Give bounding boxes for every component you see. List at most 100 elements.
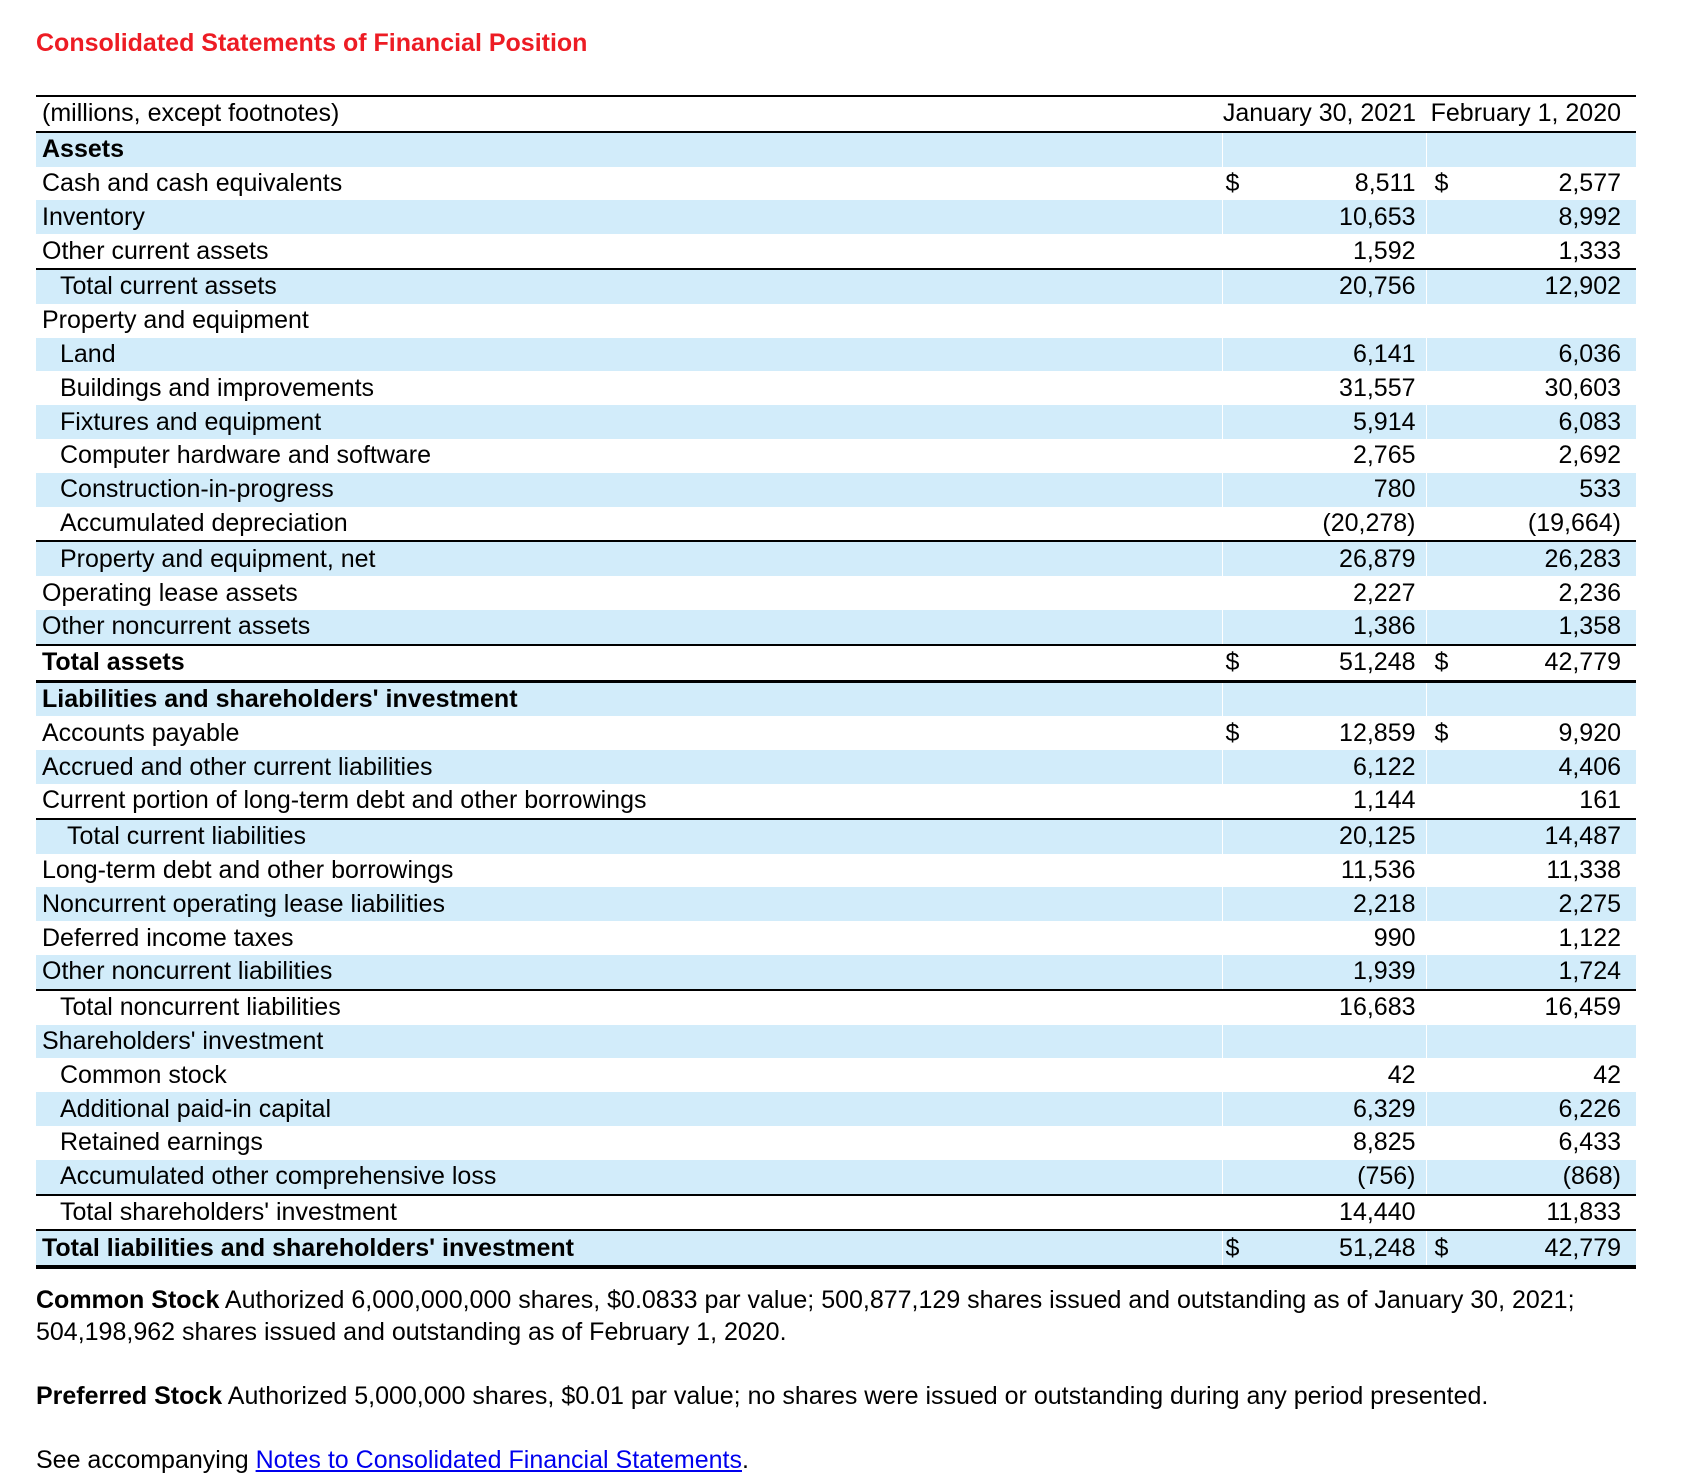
value-2021: 1,939 <box>1272 954 1427 991</box>
value-2021: (756) <box>1272 1159 1427 1196</box>
value-2021: 1,592 <box>1272 234 1427 270</box>
value-2020: 1,333 <box>1471 234 1637 270</box>
value-2020: 2,577 <box>1558 168 1622 197</box>
table-row: Construction-in-progress 780 533 <box>36 472 1637 507</box>
row-label: Fixtures and equipment <box>60 407 322 436</box>
dollar-sign-2020 <box>1425 1194 1472 1232</box>
column-header-2020: February 1, 2020 <box>1426 95 1637 133</box>
dollar-sign-2020: $ <box>1425 166 1472 201</box>
row-label: Inventory <box>42 202 145 231</box>
common-stock-label: Common Stock <box>36 1286 220 1315</box>
page-title: Consolidated Statements of Financial Pos… <box>36 29 588 57</box>
value-2020: (19,664) <box>1471 506 1637 543</box>
value-2021: 8,825 <box>1352 1128 1416 1157</box>
dollar-sign-2021 <box>1221 268 1272 304</box>
table-row: Property and equipment, net 26,879 26,283 <box>36 541 1637 577</box>
table-row: Deferred income taxes 990 1,122 <box>36 921 1637 955</box>
value-2021: 11,536 <box>1340 855 1416 884</box>
row-label: Accounts payable <box>42 718 240 747</box>
value-2020 <box>1471 1025 1636 1059</box>
row-label: Total assets <box>36 644 1222 683</box>
value-2020: 1,724 <box>1471 954 1637 991</box>
value-2021: 780 <box>1373 475 1416 504</box>
dollar-sign-2021 <box>1221 989 1272 1025</box>
value-2020: 16,459 <box>1544 993 1622 1022</box>
table-header-row: (millions, except footnotes) January 30,… <box>36 95 1637 133</box>
row-label: Deferred income taxes <box>42 923 294 952</box>
dollar-sign-2020 <box>1425 200 1472 235</box>
value-2020: 8,992 <box>1558 202 1622 231</box>
row-label: Common stock <box>60 1060 227 1089</box>
preferred-stock-label: Preferred Stock <box>36 1382 223 1411</box>
row-label: Total current liabilities <box>67 822 306 851</box>
table-row: Accrued and other current liabilities 6,1… <box>36 750 1637 784</box>
dollar-sign-2020 <box>1425 506 1472 543</box>
value-2021 <box>1272 304 1426 338</box>
table-row: Computer hardware and software 2,765 2,692 <box>36 438 1637 473</box>
table-row: Accumulated depreciation (20,278) (19,664) <box>36 506 1637 543</box>
dollar-sign-2020 <box>1425 921 1472 955</box>
dollar-sign-2021 <box>1221 750 1272 784</box>
value-2020: 6,083 <box>1558 407 1622 436</box>
dollar-sign-2021 <box>1221 541 1272 577</box>
value-2021: 12,859 <box>1339 718 1416 747</box>
dollar-sign-2020 <box>1425 681 1472 717</box>
dollar-sign-2020: $ <box>1425 644 1472 683</box>
preferred-stock-text: Authorized 5,000,000 shares, $0.01 par v… <box>222 1382 1489 1411</box>
dollar-sign-2021 <box>1221 234 1272 270</box>
row-label: Other noncurrent liabilities <box>36 954 1222 991</box>
value-2021: 6,122 <box>1352 752 1416 781</box>
dollar-sign-2020 <box>1425 1058 1472 1093</box>
dollar-sign-2021: $ <box>1221 716 1272 751</box>
table-row: Buildings and improvements 31,557 30,603 <box>36 371 1637 406</box>
dollar-sign-2021 <box>1221 1194 1272 1232</box>
common-stock-footnote: Common Stock Authorized 6,000,000,000 sh… <box>36 1284 1646 1348</box>
table-row: Total liabilities and shareholders' inve… <box>36 1230 1637 1270</box>
dollar-sign-2021 <box>1221 576 1272 610</box>
value-2021: 990 <box>1373 923 1416 952</box>
value-2021: 6,329 <box>1352 1094 1416 1123</box>
column-header-2021: January 30, 2021 <box>1222 95 1427 133</box>
value-2020: 11,338 <box>1546 855 1622 884</box>
row-label: Total liabilities and shareholders' inve… <box>36 1230 1222 1270</box>
dollar-sign-2021 <box>1221 887 1272 922</box>
table-row: Common stock 42 42 <box>36 1058 1637 1093</box>
table-row: Other current assets 1,592 1,333 <box>36 234 1637 270</box>
row-label: Total noncurrent liabilities <box>60 993 341 1022</box>
row-label: Total shareholders' investment <box>36 1194 1222 1232</box>
value-2020: 12,902 <box>1544 272 1622 301</box>
value-2020: 1,122 <box>1558 923 1622 952</box>
dollar-sign-2020 <box>1425 750 1472 784</box>
value-2021 <box>1272 132 1426 167</box>
value-2021: (20,278) <box>1272 506 1427 543</box>
notes-link[interactable]: Notes to Consolidated Financial Statemen… <box>255 1446 742 1475</box>
value-2020 <box>1471 681 1636 716</box>
value-2020: 1,358 <box>1471 609 1637 646</box>
see-accompanying-suffix: . <box>741 1446 749 1475</box>
dollar-sign-2021: $ <box>1221 1230 1272 1270</box>
value-2021: 2,765 <box>1352 441 1416 470</box>
common-stock-text-line2: 504,198,962 shares issued and outstandin… <box>36 1318 787 1347</box>
dollar-sign-2020: $ <box>1425 1230 1472 1270</box>
value-2020: 2,236 <box>1558 578 1622 607</box>
dollar-sign-2020 <box>1425 989 1472 1025</box>
dollar-sign-2020 <box>1425 818 1472 854</box>
unit-note: (millions, except footnotes) <box>36 95 1222 133</box>
row-label: Additional paid-in capital <box>60 1094 332 1123</box>
table-row: Long-term debt and other borrowings 11,53… <box>36 853 1637 888</box>
table-row: Retained earnings 8,825 6,433 <box>36 1125 1637 1160</box>
value-2020 <box>1471 132 1636 167</box>
table-row: Accumulated other comprehensive loss (756… <box>36 1159 1637 1196</box>
value-2021: 10,653 <box>1339 202 1416 231</box>
dollar-sign-2021 <box>1221 1024 1272 1059</box>
value-2020: (868) <box>1471 1159 1637 1196</box>
table-row: Fixtures and equipment 5,914 6,083 <box>36 405 1637 439</box>
dollar-sign-2021 <box>1221 783 1272 820</box>
row-label: Computer hardware and software <box>60 441 432 470</box>
dollar-sign-2020 <box>1425 472 1472 507</box>
dollar-sign-2021 <box>1221 853 1272 888</box>
dollar-sign-2021: $ <box>1221 166 1272 201</box>
table-row: Assets <box>36 131 1637 167</box>
value-2020 <box>1471 304 1636 338</box>
